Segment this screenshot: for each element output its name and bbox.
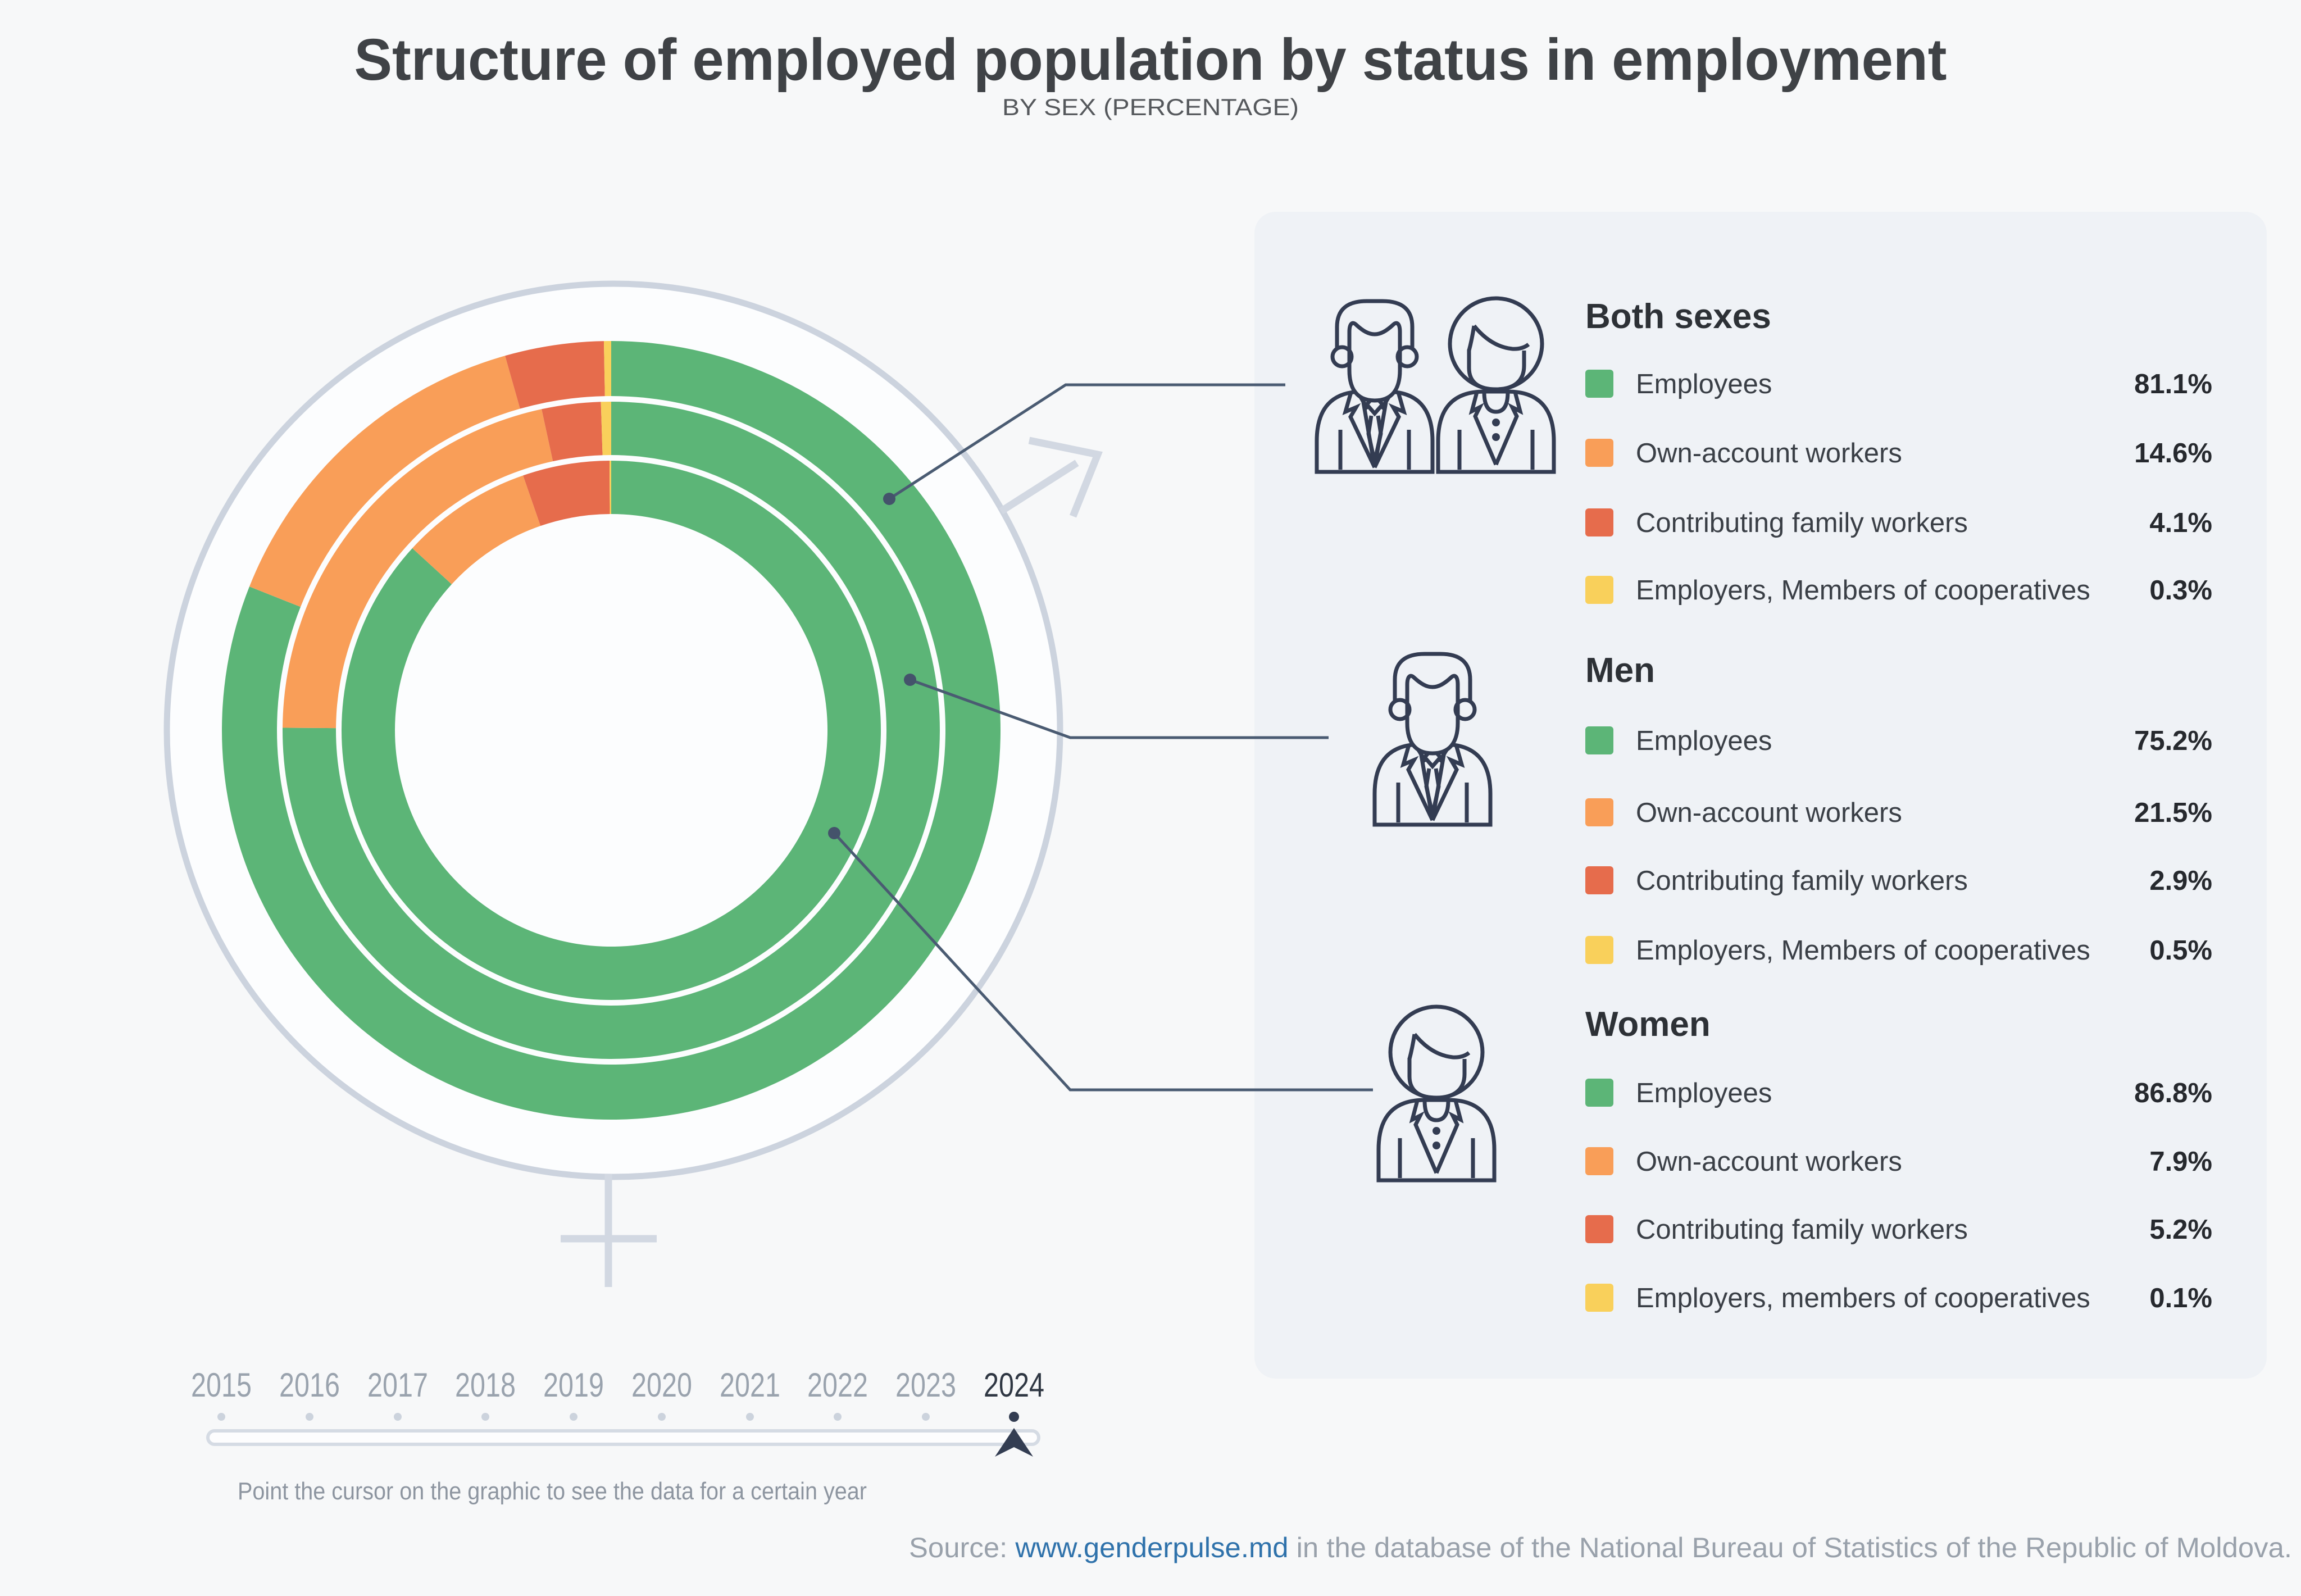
svg-text:Own-account workers: Own-account workers (1636, 1147, 1902, 1177)
svg-text:Point the cursor on the graphi: Point the cursor on the graphic to see t… (238, 1477, 867, 1505)
svg-text:Own-account workers: Own-account workers (1636, 438, 1902, 469)
svg-text:21.5%: 21.5% (2134, 798, 2212, 828)
svg-text:Employees: Employees (1636, 726, 1772, 756)
svg-text:2017: 2017 (367, 1366, 428, 1404)
svg-text:2019: 2019 (543, 1366, 604, 1404)
svg-text:Own-account workers: Own-account workers (1636, 798, 1902, 828)
svg-text:2020: 2020 (631, 1366, 692, 1404)
svg-text:Employees: Employees (1636, 369, 1772, 399)
svg-text:Contributing family workers: Contributing family workers (1636, 1215, 1968, 1245)
svg-text:Source:: Source: (909, 1532, 1015, 1563)
svg-text:2022: 2022 (807, 1366, 868, 1404)
svg-text:Employees: Employees (1636, 1078, 1772, 1108)
svg-text:2.9%: 2.9% (2149, 866, 2212, 896)
svg-text:in the database of the Nationa: in the database of the National Bureau o… (1289, 1532, 2293, 1563)
svg-text:2018: 2018 (455, 1366, 516, 1404)
svg-text:81.1%: 81.1% (2134, 369, 2212, 399)
svg-text:Women: Women (1585, 1005, 1711, 1044)
svg-text:Both sexes: Both sexes (1585, 297, 1771, 336)
svg-text:0.5%: 0.5% (2149, 935, 2212, 966)
svg-text:86.8%: 86.8% (2134, 1078, 2212, 1108)
svg-text:5.2%: 5.2% (2149, 1215, 2212, 1245)
svg-text:Contributing family workers: Contributing family workers (1636, 866, 1968, 896)
svg-text:0.3%: 0.3% (2149, 575, 2212, 606)
svg-text:2015: 2015 (191, 1366, 252, 1404)
svg-text:75.2%: 75.2% (2134, 726, 2212, 756)
svg-text:2023: 2023 (895, 1366, 956, 1404)
svg-text:14.6%: 14.6% (2134, 438, 2212, 469)
svg-text:BY SEX (PERCENTAGE): BY SEX (PERCENTAGE) (1002, 94, 1299, 120)
svg-text:2016: 2016 (279, 1366, 340, 1404)
svg-text:Employers, Members of cooperat: Employers, Members of cooperatives (1636, 935, 2090, 966)
svg-text:Contributing family workers: Contributing family workers (1636, 508, 1968, 538)
svg-text:7.9%: 7.9% (2149, 1147, 2212, 1177)
svg-text:2024: 2024 (984, 1366, 1044, 1404)
svg-text:4.1%: 4.1% (2149, 508, 2212, 538)
svg-text:Structure of employed populati: Structure of employed population by stat… (354, 27, 1947, 93)
svg-text:0.1%: 0.1% (2149, 1283, 2212, 1313)
svg-text:www.genderpulse.md: www.genderpulse.md (1015, 1532, 1288, 1563)
svg-text:Men: Men (1585, 651, 1655, 690)
svg-text:2021: 2021 (720, 1366, 780, 1404)
svg-text:Employers, Members of cooperat: Employers, Members of cooperatives (1636, 575, 2090, 606)
svg-text:Employers, members of cooperat: Employers, members of cooperatives (1636, 1283, 2090, 1313)
